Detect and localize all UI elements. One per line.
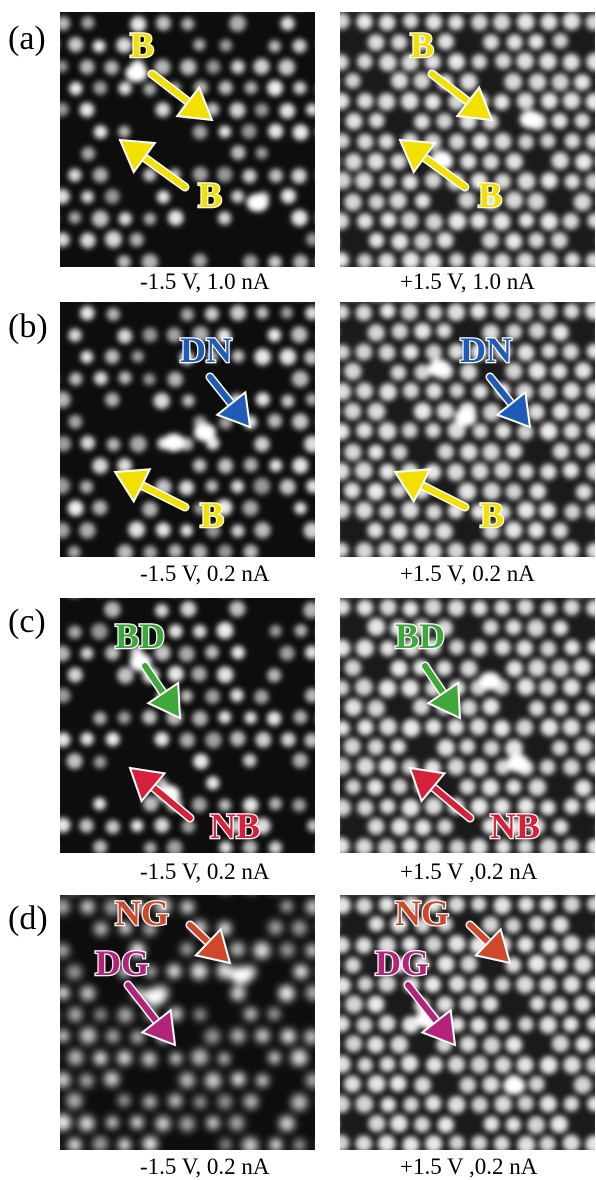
caption-b-negative: -1.5 V, 0.2 nA xyxy=(140,561,270,586)
panel-label-a: (a) xyxy=(8,20,46,57)
annotation-label: NG xyxy=(115,895,169,933)
stm-lattice: NG DG xyxy=(60,895,315,1150)
caption-d-positive: +1.5 V ,0.2 nA xyxy=(400,1154,538,1179)
stm-lattice: BB xyxy=(340,12,595,267)
caption-b-positive: +1.5 V, 0.2 nA xyxy=(400,561,535,586)
annotation-arrow xyxy=(147,69,214,122)
annotation-arrow xyxy=(420,661,462,720)
stm-lattice: NG DG xyxy=(340,895,595,1150)
caption-d-negative: -1.5 V, 0.2 nA xyxy=(140,1154,270,1179)
annotation-arrow xyxy=(205,372,252,429)
annotation-arrow xyxy=(118,138,190,192)
annotation-arrow xyxy=(485,372,532,429)
annotation-label: B xyxy=(480,495,504,535)
annotation-arrow xyxy=(427,69,494,122)
annotation-label: NG xyxy=(395,895,449,933)
annotation-label: B xyxy=(130,25,154,65)
annotation-label: NB xyxy=(490,806,540,846)
caption-a-negative: -1.5 V, 1.0 nA xyxy=(140,269,270,294)
annotation-label: NB xyxy=(210,806,260,846)
annotation-label: DG xyxy=(95,943,149,983)
stm-lattice: BB xyxy=(60,12,315,267)
annotation-label: B xyxy=(198,175,222,215)
caption-c-negative: -1.5 V, 0.2 nA xyxy=(140,859,270,884)
annotation-label: DG xyxy=(375,943,429,983)
panel-label-d: (d) xyxy=(8,900,48,937)
stm-image-c-positive: BD NB xyxy=(340,598,595,853)
caption-a-positive: +1.5 V, 1.0 nA xyxy=(400,269,535,294)
panel-label-b: (b) xyxy=(8,308,48,345)
annotation-label: DN xyxy=(180,330,232,370)
stm-image-b-negative: DN B xyxy=(60,302,315,557)
annotation-label: DN xyxy=(460,330,512,370)
annotation-arrow xyxy=(398,138,470,192)
caption-c-positive: +1.5 V ,0.2 nA xyxy=(400,859,538,884)
panel-label-c: (c) xyxy=(8,603,46,640)
annotation-label: B xyxy=(200,495,224,535)
stm-lattice: DN B xyxy=(60,302,315,557)
annotation-arrow xyxy=(185,920,232,965)
stm-image-b-positive: DN B xyxy=(340,302,595,557)
annotation-arrow xyxy=(393,468,470,512)
annotation-label: BD xyxy=(115,616,165,656)
annotation-arrow xyxy=(113,468,190,512)
annotation-label: BD xyxy=(395,616,445,656)
annotation-arrow xyxy=(123,980,177,1047)
stm-image-c-negative: BD NB xyxy=(60,598,315,853)
stm-image-d-positive: NG DG xyxy=(340,895,595,1150)
annotation-arrow xyxy=(140,661,182,720)
annotation-arrow xyxy=(128,766,195,823)
stm-lattice: BD NB xyxy=(340,598,595,853)
annotation-arrow xyxy=(403,980,457,1047)
annotation-label: B xyxy=(410,25,434,65)
annotation-arrow xyxy=(408,766,475,823)
annotation-arrow xyxy=(465,920,512,965)
annotation-label: B xyxy=(478,175,502,215)
stm-image-d-negative: NG DG xyxy=(60,895,315,1150)
stm-lattice: BD NB xyxy=(60,598,315,853)
stm-lattice: DN B xyxy=(340,302,595,557)
